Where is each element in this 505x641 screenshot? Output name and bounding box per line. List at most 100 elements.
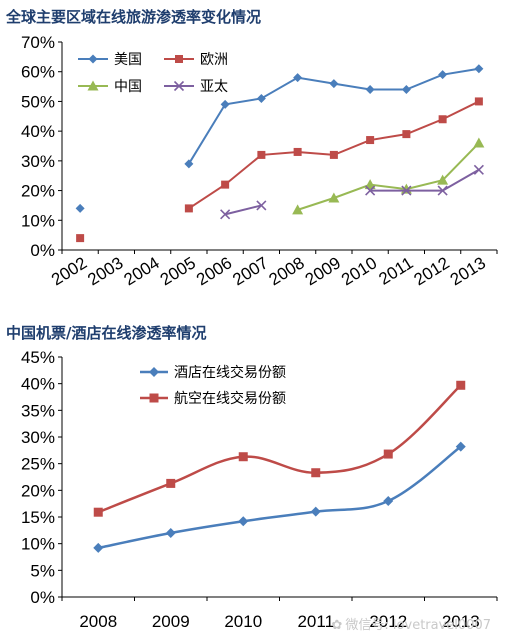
chart-1-series-0-point <box>256 93 266 103</box>
chart-1-series-1-point <box>76 234 85 243</box>
chart-1-series-2-line <box>297 142 480 211</box>
chart-1-x-tick-label: 2003 <box>84 253 126 289</box>
chart-2-series-0-point <box>165 528 176 538</box>
chart-1-series-2-point <box>473 137 485 148</box>
chart-1-series-0-point <box>329 79 339 89</box>
chart-1-legend-marker-3 <box>173 80 185 92</box>
chart-2-y-tick-label: 20% <box>21 481 55 500</box>
chart-1-legend-marker-1 <box>175 55 183 63</box>
chart-1-series-0-point <box>438 70 448 80</box>
chart-1-legend-label-1: 欧洲 <box>200 52 228 68</box>
chart-1-series-1-point <box>402 130 411 139</box>
chart-1-x-tick-label: 2005 <box>157 253 199 289</box>
chart-2-y-tick-label: 45% <box>21 348 55 367</box>
chart-1-series-1-point <box>474 97 483 106</box>
chart-1-series-0-point <box>220 99 230 109</box>
chart-1-series-0-point <box>365 85 375 95</box>
chart-1-series-1-point <box>184 204 193 213</box>
chart-2-y-tick-label: 10% <box>21 535 55 554</box>
chart-1-series-3-point <box>401 185 412 196</box>
chart-2-series-0-point <box>455 441 466 452</box>
chart-1-y-tick-label: 0% <box>30 241 55 260</box>
chart-2-series-0-point <box>93 542 104 553</box>
chart-2-series-1-point <box>166 478 176 488</box>
watermark: ✿ 微信号: lovetravel0007 <box>332 614 491 633</box>
chart-2-y-tick-label: 25% <box>21 455 55 474</box>
chart-2-series-0-point <box>310 506 321 517</box>
chart-1-x-tick-label: 2007 <box>229 253 271 289</box>
chart-1-series-3-point <box>437 185 448 196</box>
chart-1-y-tick-label: 50% <box>21 92 55 111</box>
chart-2-series-0-line <box>97 445 462 550</box>
chart-1-x-tick-label: 2013 <box>447 253 489 289</box>
chart-1-series-3-point <box>220 209 231 220</box>
chart-1-series-0-point <box>474 64 484 74</box>
chart-2-title: 中国机票/酒店在线渗透率情况 <box>6 324 207 342</box>
chart-1-series-1-point <box>366 136 375 145</box>
chart-2-series-1-point <box>238 452 248 462</box>
chart-1-title: 全球主要区域在线旅游渗透率变化情况 <box>6 8 262 26</box>
chart-1-series-2-point <box>328 192 340 203</box>
chart-1-x-tick-label: 2011 <box>375 253 416 288</box>
chart-1-series-1-point <box>257 150 266 159</box>
chart-1-series-1-point <box>438 115 447 124</box>
chart-1-x-tick-label: 2009 <box>302 253 344 289</box>
chart-1-legend-label-2: 中国 <box>114 79 142 95</box>
chart-1-series-0-point <box>75 203 85 213</box>
chart-2-series-1-point <box>456 380 466 390</box>
chart-2-y-tick-label: 40% <box>21 375 55 394</box>
chart-1-series-0-point <box>293 73 303 83</box>
chart-2-legend-marker-1 <box>149 393 159 403</box>
chart-2-x-tick-label: 2012 <box>369 612 407 631</box>
chart-1-series-3-point <box>473 164 484 175</box>
chart-1-y-tick-label: 70% <box>21 33 55 52</box>
chart-1-x-tick-label: 2004 <box>121 253 163 289</box>
chart-1-y-tick-label: 30% <box>21 152 55 171</box>
chart-1-series-2-point <box>437 174 449 185</box>
chart-1-y-tick-label: 60% <box>21 63 55 82</box>
chart-1-x-tick-label: 2010 <box>338 253 380 289</box>
chart-1-series-3-point <box>256 200 267 211</box>
chart-2-legend-marker-0 <box>149 367 159 377</box>
chart-2-x-tick-label: 2008 <box>79 612 117 631</box>
chart-2-series-1-point <box>383 449 393 459</box>
chart-1-x-tick-label: 2012 <box>411 253 453 289</box>
chart-1-legend-label-0: 美国 <box>114 52 142 68</box>
chart-2-y-tick-label: 30% <box>21 428 55 447</box>
chart-1-legend-marker-2 <box>87 80 99 91</box>
chart-1-series-0-point <box>184 159 194 169</box>
chart-2-legend-label-1: 航空在线交易份额 <box>174 390 286 407</box>
chart-1-y-tick-label: 20% <box>21 182 55 201</box>
chart-2-legend-label-0: 酒店在线交易份额 <box>174 364 286 381</box>
chart-2-y-tick-label: 35% <box>21 401 55 420</box>
chart-2-y-tick-label: 5% <box>30 561 55 580</box>
chart-1-series-1-point <box>293 147 302 156</box>
chart-1-x-tick-label: 2006 <box>193 253 235 289</box>
chart-2-series-1-line <box>97 384 462 514</box>
chart-2-x-tick-label: 2013 <box>442 612 480 631</box>
chart-1-series-1-point <box>329 150 338 159</box>
chart-1-series-1-point <box>221 180 230 189</box>
chart-1-y-tick-label: 40% <box>21 122 55 141</box>
chart-2-y-tick-label: 0% <box>30 588 55 607</box>
chart-2-y-tick-label: 15% <box>21 508 55 527</box>
chart-2-series-0-point <box>383 496 394 506</box>
chart-2-series-1-point <box>311 468 321 478</box>
chart-1-y-tick-label: 10% <box>21 211 55 230</box>
chart-1-series-3-line <box>224 204 262 216</box>
watermark-text: 微信号: lovetravel0007 <box>345 618 491 633</box>
chart-2-series-1-point <box>93 507 103 517</box>
chart-1-series-2-point <box>292 204 304 215</box>
chart-1-x-tick-label: 2008 <box>266 253 308 289</box>
wechat-icon: ✿ <box>331 618 343 633</box>
chart-1-legend-label-3: 亚太 <box>200 79 228 95</box>
chart-1-series-2-point <box>364 179 376 190</box>
chart-1-legend-marker-0 <box>88 54 98 64</box>
chart-1-series-0-point <box>401 85 411 95</box>
chart-1-series-3-line <box>370 168 480 192</box>
chart-2-x-tick-label: 2009 <box>152 612 190 631</box>
chart-2-series-0-point <box>238 516 249 527</box>
chart-2-x-tick-label: 2010 <box>224 612 262 631</box>
chart-1-series-3-point <box>365 185 376 196</box>
